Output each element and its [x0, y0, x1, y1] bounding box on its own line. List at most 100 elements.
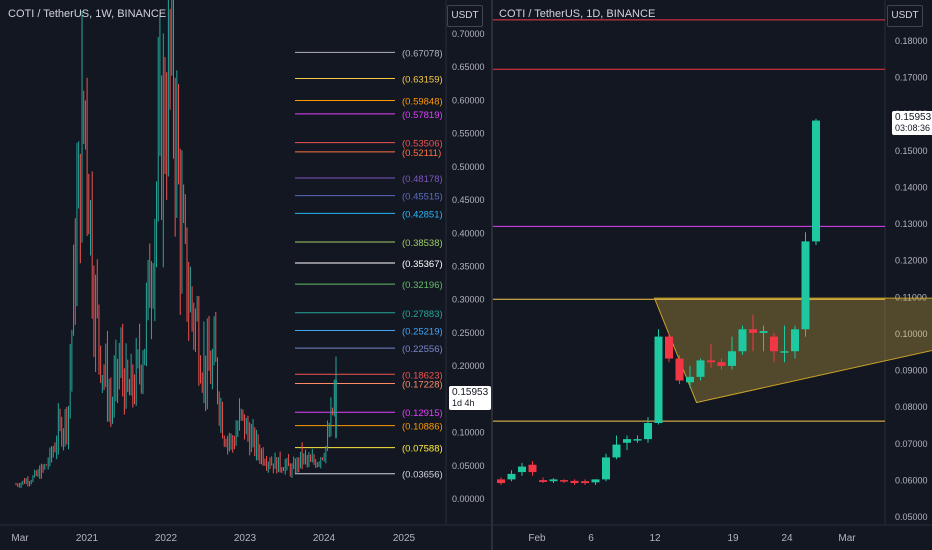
daily-x-tick-2: 12	[649, 533, 661, 544]
daily-candle-body-23	[738, 329, 747, 352]
daily-candle-body-2	[518, 466, 526, 473]
weekly-y-tick-12: 0.10000	[452, 428, 485, 438]
daily-candle-body-16	[665, 336, 673, 359]
daily-currency-badge[interactable]: USDT	[887, 5, 923, 27]
daily-chart-panel[interactable]: 0.180000.170000.160000.150000.140000.130…	[493, 0, 932, 550]
daily-y-tick-8: 0.10000	[895, 329, 928, 339]
daily-candle-body-4	[539, 480, 547, 482]
weekly-y-tick-2: 0.60000	[452, 95, 485, 105]
daily-candle-body-28	[791, 329, 799, 352]
fib-level-label-7: (0.45515)	[402, 192, 443, 203]
daily-y-tick-1: 0.17000	[895, 73, 928, 83]
daily-x-tick-0: Feb	[528, 533, 546, 544]
daily-candle-body-1	[507, 473, 516, 480]
fib-level-label-2: (0.59848)	[402, 96, 443, 107]
weekly-chart-panel[interactable]: 0.70000 0.65000 0.60000 0.55000 0.50000 0.450…	[0, 0, 492, 550]
weekly-y-tick-10: 0.20000	[452, 361, 485, 371]
daily-candle-body-25	[759, 331, 768, 333]
daily-candle-body-27	[780, 351, 789, 353]
fib-level-label-8: (0.42851)	[402, 209, 443, 220]
daily-candle-body-19	[696, 360, 705, 377]
daily-price-countdown: 03:08:36	[895, 123, 931, 133]
weekly-y-tick-1: 0.65000	[452, 62, 485, 72]
daily-candle-body-26	[770, 336, 778, 352]
daily-price-tag: 0.15953 03:08:36	[892, 111, 932, 135]
weekly-y-tick-4: 0.50000	[452, 162, 485, 172]
daily-y-tick-11: 0.07000	[895, 439, 928, 449]
weekly-price-countdown: 1d 4h	[452, 398, 475, 408]
fib-level-label-19: (0.07588)	[402, 444, 443, 455]
daily-x-tick-5: Mar	[838, 533, 856, 544]
fib-level-label-1: (0.63159)	[402, 74, 443, 85]
daily-candle-body-13	[633, 439, 642, 441]
daily-y-tick-9: 0.09000	[895, 366, 928, 376]
daily-candle-body-6	[560, 480, 568, 482]
daily-candle-body-22	[728, 351, 736, 366]
weekly-y-tick-0: 0.70000	[452, 29, 485, 39]
daily-candle-body-10	[602, 457, 610, 480]
fib-level-label-17: (0.12915)	[402, 408, 443, 419]
daily-candle-body-15	[654, 336, 663, 423]
daily-candle-body-18	[686, 376, 694, 383]
fib-level-label-15: (0.18623)	[402, 370, 443, 381]
fib-level-label-13: (0.25219)	[402, 326, 443, 337]
daily-candle-body-0	[497, 479, 505, 484]
daily-y-tick-4: 0.14000	[895, 182, 928, 192]
fib-level-label-12: (0.27883)	[402, 309, 443, 320]
daily-candle-body-29	[801, 241, 810, 330]
weekly-y-tick-6: 0.40000	[452, 228, 485, 238]
fib-level-label-3: (0.57819)	[402, 110, 443, 121]
daily-candle-body-12	[623, 439, 631, 443]
weekly-y-tick-8: 0.30000	[452, 295, 485, 305]
fib-level-label-20: (0.03656)	[402, 470, 443, 481]
daily-chart-title: COTI / TetherUS, 1D, BINANCE	[499, 8, 656, 20]
weekly-y-tick-9: 0.25000	[452, 328, 485, 338]
daily-candle-body-5	[549, 479, 558, 482]
daily-y-tick-6: 0.12000	[895, 256, 928, 266]
weekly-y-tick-3: 0.55000	[452, 129, 485, 139]
weekly-x-tick-3: 2023	[234, 533, 257, 544]
daily-y-tick-5: 0.13000	[895, 219, 928, 229]
weekly-x-tick-2: 2022	[155, 533, 178, 544]
weekly-x-tick-0: Mar	[11, 533, 29, 544]
fib-level-label-6: (0.48178)	[402, 174, 443, 185]
daily-candle-body-21	[717, 362, 726, 366]
daily-y-tick-0: 0.18000	[895, 36, 928, 46]
fib-level-label-5: (0.52111)	[402, 148, 441, 159]
fib-level-label-9: (0.38538)	[402, 238, 443, 249]
weekly-price-value: 0.15953	[452, 387, 489, 398]
weekly-y-tick-13: 0.05000	[452, 461, 485, 471]
weekly-y-tick-7: 0.35000	[452, 262, 485, 272]
daily-price-value: 0.15953	[895, 112, 932, 123]
daily-candle-body-14	[644, 422, 652, 440]
weekly-chart-title: COTI / TetherUS, 1W, BINANCE	[8, 8, 167, 20]
fib-level-label-10: (0.35367)	[402, 259, 443, 270]
fib-level-label-11: (0.32196)	[402, 280, 443, 291]
daily-chart-canvas[interactable]: 0.180000.170000.160000.150000.140000.130…	[493, 0, 932, 550]
weekly-y-tick-14: 0.00000	[452, 494, 485, 504]
weekly-price-tag: 0.15953 1d 4h	[449, 386, 492, 410]
weekly-currency-badge[interactable]: USDT	[447, 5, 483, 27]
daily-candle-body-3	[528, 464, 537, 473]
weekly-x-tick-1: 2021	[76, 533, 99, 544]
panel-divider[interactable]	[491, 0, 493, 550]
fib-level-label-0: (0.67078)	[402, 48, 443, 59]
fib-level-label-16: (0.17228)	[402, 380, 443, 391]
weekly-price-axis	[446, 0, 491, 550]
weekly-chart-canvas[interactable]: 0.70000 0.65000 0.60000 0.55000 0.50000 0.450…	[0, 0, 491, 550]
fib-level-label-4: (0.53506)	[402, 139, 443, 150]
weekly-x-tick-4: 2024	[313, 533, 336, 544]
daily-candle-body-20	[707, 360, 715, 363]
daily-candle-body-7	[570, 480, 579, 484]
daily-candle-body-24	[749, 329, 757, 333]
daily-candle-body-8	[581, 481, 589, 484]
daily-y-tick-7: 0.11000	[895, 292, 927, 302]
weekly-y-tick-5: 0.45000	[452, 195, 485, 205]
daily-x-tick-4: 24	[781, 533, 793, 544]
daily-y-tick-3: 0.15000	[895, 146, 928, 156]
fib-level-label-14: (0.22556)	[402, 344, 443, 355]
daily-candle-body-11	[612, 444, 621, 458]
daily-y-tick-10: 0.08000	[895, 402, 928, 412]
daily-candle-body-9	[591, 479, 600, 483]
fib-level-label-18: (0.10886)	[402, 422, 443, 433]
